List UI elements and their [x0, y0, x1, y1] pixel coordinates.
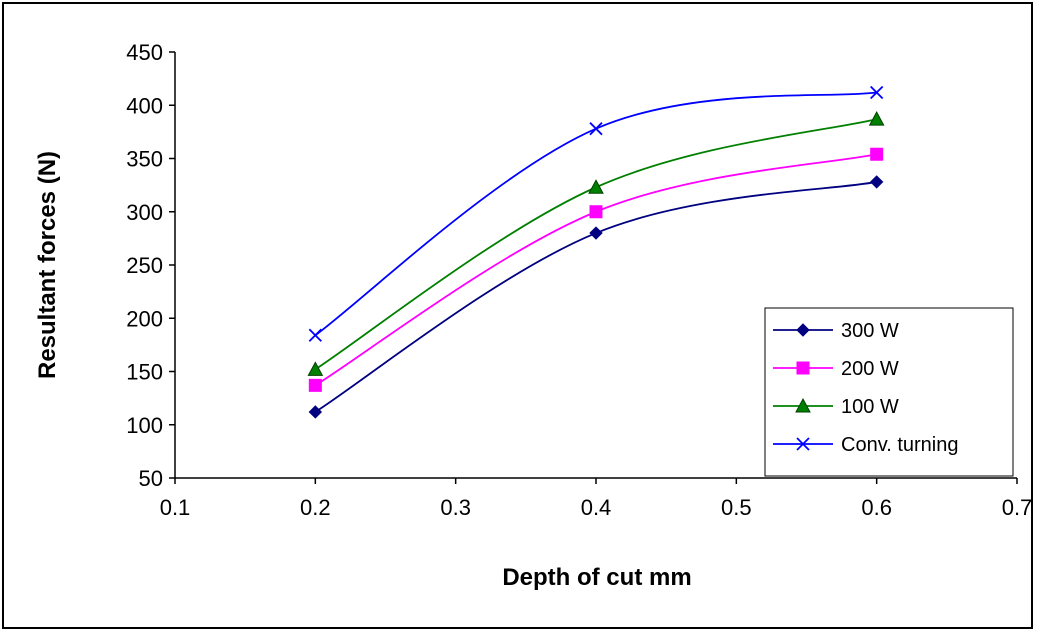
x-tick-label: 0.2: [300, 495, 331, 520]
data-point: [308, 328, 322, 342]
data-point: [868, 111, 885, 126]
legend-label: 300 W: [841, 320, 899, 342]
y-tick-label: 100: [126, 413, 163, 438]
x-axis-title: Depth of cut mm: [502, 564, 691, 591]
legend-marker: [795, 397, 811, 413]
data-point: [308, 405, 323, 419]
x-tick-label: 0.1: [160, 495, 191, 520]
x-tick-label: 0.6: [861, 495, 892, 520]
y-tick-label: 250: [126, 253, 163, 278]
y-tick-label: 200: [126, 306, 163, 331]
y-tick-label: 350: [126, 147, 163, 172]
data-point: [869, 175, 884, 189]
x-tick-label: 0.3: [440, 495, 471, 520]
data-point: [307, 361, 324, 376]
legend-label: 100 W: [841, 396, 899, 418]
axes: [169, 51, 1018, 484]
y-tick-label: 50: [139, 466, 163, 491]
y-axis-title: Resultant forces (N): [34, 151, 61, 379]
y-tick-label: 300: [126, 200, 163, 225]
series-markers: [307, 85, 885, 419]
y-tick-label: 400: [126, 93, 163, 118]
data-point: [588, 179, 604, 194]
data-point: [870, 147, 884, 161]
data-point: [870, 85, 884, 100]
data-point: [589, 122, 603, 136]
legend: 300 W 200 W 100 W Conv. turning: [764, 307, 1014, 477]
y-tick-label: 150: [126, 360, 163, 385]
legend-marker: [796, 437, 810, 451]
legend-label: 200 W: [841, 358, 899, 380]
x-tick-label: 0.7: [1002, 495, 1033, 520]
tick-labels: 50 100 150 200 250 300 350 400 450 0.1 0.2 0.3 0.4 0.…: [126, 40, 1032, 520]
data-point: [308, 378, 322, 392]
x-tick-label: 0.5: [721, 495, 752, 520]
y-tick-label: 450: [126, 40, 163, 65]
legend-marker: [796, 323, 810, 337]
data-point: [589, 205, 603, 219]
chart-frame: [2, 2, 1033, 629]
legend-label: Conv. turning: [841, 434, 958, 456]
legend-marker: [796, 361, 810, 375]
x-tick-label: 0.4: [581, 495, 612, 520]
data-point: [589, 226, 603, 240]
